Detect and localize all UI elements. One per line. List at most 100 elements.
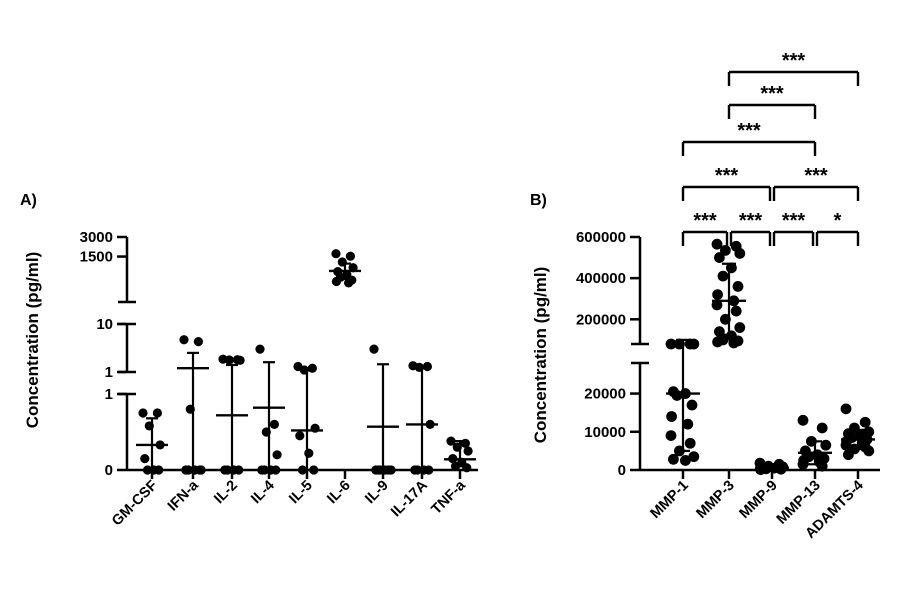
panel-a-category-label: IFN-a [165, 477, 203, 515]
panel-a-data-point [345, 251, 355, 261]
panel-a-data-point [462, 463, 472, 473]
panel-b-data-point [711, 299, 723, 311]
panel-a-data-point [138, 408, 148, 418]
panel-b-data-point [686, 399, 698, 411]
panel-b-data-point [797, 414, 809, 426]
panel-b-significance-label: *** [760, 83, 784, 105]
panel-a-y-tick-label: 10 [96, 316, 113, 333]
panel-b-significance-label: *** [715, 165, 739, 187]
panel-a-data-point [297, 465, 308, 475]
panel-b-significance-label: *** [737, 120, 761, 142]
panel-a-data-point [307, 363, 317, 373]
panel-b-data-point [863, 445, 875, 457]
panel-b-data-point [730, 305, 742, 317]
panel-a-data-point [386, 465, 396, 475]
panel-b-data-point [797, 458, 809, 470]
panel-b-data-point [684, 437, 696, 449]
panel-a-category-label: IL-5 [286, 478, 316, 508]
panel-a-data-point [193, 336, 203, 347]
panel-b-data-point [755, 464, 766, 476]
panel-a-data-point [412, 465, 423, 475]
panel-b-data-point [665, 430, 677, 442]
panel-a-data-point [309, 465, 319, 475]
panel-a-data-point [369, 344, 379, 354]
panel-b-y-tick-label: 20000 [584, 386, 626, 403]
panel-b-data-point [711, 238, 723, 250]
panel-a-category-label: TNF-a [428, 477, 469, 518]
panel-a-data-point [140, 454, 150, 464]
panel-b-data-point [688, 451, 700, 463]
panel-b-y-tick-label: 200000 [576, 311, 626, 328]
panel-a-category-label: IL-17A [388, 477, 431, 520]
panel-a-category-label: IL-9 [362, 478, 392, 508]
panel-a-data-point [272, 450, 282, 460]
panel-b-data-point [840, 439, 852, 451]
panel-a-data-point [255, 344, 265, 354]
panel-b-data-point [714, 252, 725, 263]
panel-a-data-point [179, 335, 189, 345]
panel-b-data-point [728, 337, 740, 349]
panel-b-significance-label: * [834, 210, 842, 232]
panel-b-y-tick-label: 0 [618, 462, 626, 479]
panel-a-y-tick-label: 1 [105, 386, 113, 403]
panel-b-y-tick-label: 400000 [576, 270, 626, 287]
panel-b-data-point [843, 449, 854, 461]
panel-b-y-tick-label: 600000 [576, 229, 626, 246]
panel-a-y-axis-title: Concentration (pg/ml) [23, 252, 42, 429]
panel-b-data-point [665, 338, 677, 350]
panel-a-data-point [235, 355, 245, 365]
panel-b-y-tick-label: 10000 [584, 424, 626, 441]
panel-b-data-point [712, 336, 723, 348]
panel-b-category-label: MMP-1 [647, 478, 691, 522]
panel-b-significance-label: *** [739, 210, 763, 232]
panel-b-data-point [816, 422, 828, 434]
panel-a-data-point [259, 465, 270, 475]
panel-a-data-point [183, 465, 194, 475]
panel-a-y-tick-label: 1500 [80, 249, 113, 266]
panel-b-significance-label: *** [804, 165, 828, 187]
panel-b-category-label: MMP-3 [693, 478, 737, 522]
panel-b-data-point [712, 289, 723, 301]
panel-a-data-point [304, 448, 314, 458]
panel-a-data-point [222, 465, 233, 475]
panel-b-data-point [734, 322, 746, 333]
panel-b-data-point [816, 460, 828, 472]
panel-a-data-point [269, 419, 279, 429]
panel-b-data-point [668, 453, 679, 465]
panel-b-data-point [859, 416, 871, 428]
panel-a-data-point [142, 465, 153, 475]
panel-a-category-label: IL-6 [324, 478, 354, 508]
panel-a-data-point [152, 408, 162, 418]
panel-b-significance-label: *** [782, 210, 806, 232]
panel-b-data-point [840, 403, 852, 415]
panel-a-label: A) [20, 192, 37, 209]
panel-a-data-point [224, 355, 234, 365]
panel-b-data-point [820, 439, 832, 451]
panel-a-data-point [463, 446, 473, 456]
panel-b-data-point [734, 248, 746, 259]
panel-a-data-point [154, 465, 164, 475]
panel-a-category-label: IL-2 [211, 478, 241, 508]
panel-a-data-point [446, 436, 456, 446]
panel-a-data-point [422, 361, 432, 372]
panel-b-data-point [666, 411, 677, 422]
panel-b-y-axis-title: Concentration (pg/ml) [531, 267, 550, 444]
panel-b-data-point [688, 338, 700, 350]
panel-a-y-tick-label: 3000 [80, 229, 113, 246]
panel-a-data-point [195, 465, 205, 475]
panel-a-category-label: GM-CSF [109, 477, 161, 529]
panel-b-data-point [680, 455, 691, 466]
panel-a-data-point [331, 249, 341, 259]
panel-b-data-point [717, 270, 729, 282]
panel-a-data-point [424, 465, 434, 475]
panel-a-data-point [234, 465, 244, 475]
panel-b-significance-label: *** [693, 210, 717, 232]
panel-b-label: B) [530, 192, 547, 209]
panel-b-data-point [682, 418, 694, 430]
panel-a-data-point [373, 465, 384, 475]
panel-a-data-point [295, 431, 305, 441]
panel-a-data-point [331, 276, 342, 287]
panel-a-data-point [271, 465, 281, 475]
panel-b-significance-label: *** [782, 50, 806, 72]
